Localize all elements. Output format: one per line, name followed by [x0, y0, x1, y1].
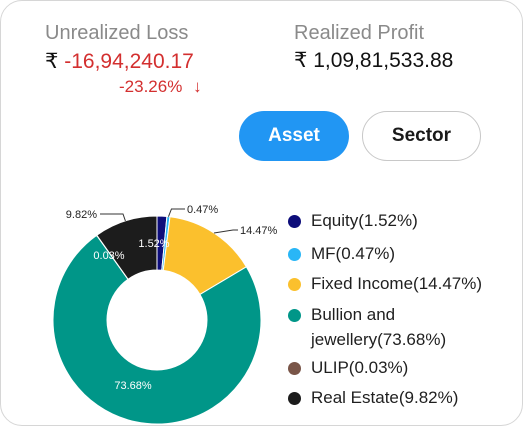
legend-item-real-estate: Real Estate(9.82%)	[288, 388, 458, 410]
realized-profit-label: Realized Profit	[294, 22, 425, 44]
arrow-down-icon: ↓	[193, 77, 202, 96]
donut-slice-bullion	[52, 234, 262, 425]
legend-label: ULIP(0.03%)	[311, 358, 409, 377]
asset-allocation-donut-chart: 1.52% 0.03% 73.68% 0.47% 14.47% 9.82%	[52, 204, 278, 425]
legend-dot-bullion	[288, 309, 301, 322]
donut-slice-real-estate	[96, 215, 158, 280]
leader-line-real-estate	[100, 213, 126, 222]
legend-label: Equity(1.52%)	[311, 211, 418, 230]
legend-dot-ulip	[288, 362, 301, 375]
sector-toggle-button[interactable]: Sector	[362, 111, 481, 161]
slice-label-mf: 0.47%	[187, 204, 218, 216]
unrealized-loss-label: Unrealized Loss	[45, 22, 189, 44]
legend-dot-mf	[288, 248, 301, 261]
legend-dot-fixed-income	[288, 278, 301, 291]
slice-label-equity: 1.52%	[138, 238, 169, 250]
realized-profit-value: ₹ 1,09,81,533.88	[294, 49, 454, 72]
asset-toggle-button[interactable]: Asset	[239, 111, 349, 161]
legend-dot-real-estate	[288, 392, 301, 405]
unrealized-loss-value: ₹ -16,94,240.17	[45, 49, 194, 74]
legend-item-fixed-income: Fixed Income(14.47%)	[288, 274, 482, 296]
legend-label: Real Estate(9.82%)	[311, 388, 459, 407]
rupee-symbol: ₹	[45, 50, 59, 73]
legend-item-ulip: ULIP(0.03%)	[288, 358, 408, 380]
unrealized-loss-amount: -16,94,240.17	[64, 50, 194, 73]
slice-label-ulip: 0.03%	[93, 250, 124, 262]
legend-label: Bullion and jewellery(73.68%)	[311, 305, 447, 349]
legend-label: Fixed Income(14.47%)	[311, 274, 483, 293]
slice-label-bullion: 73.68%	[114, 380, 152, 392]
leader-line-mf	[167, 208, 185, 217]
legend-item-mf: MF(0.47%)	[288, 244, 395, 266]
legend-dot-equity	[288, 215, 301, 228]
slice-label-real-estate: 9.82%	[66, 209, 97, 221]
legend-label: MF(0.47%)	[311, 244, 396, 263]
legend-item-equity: Equity(1.52%)	[288, 211, 418, 233]
legend-item-bullion: Bullion and jewellery(73.68%)	[288, 305, 468, 352]
slice-label-fixed-income: 14.47%	[240, 225, 278, 237]
unrealized-change: -23.26% ↓	[119, 77, 202, 97]
leader-line-fixed-income	[213, 229, 238, 234]
unrealized-change-percent: -23.26%	[119, 77, 183, 96]
